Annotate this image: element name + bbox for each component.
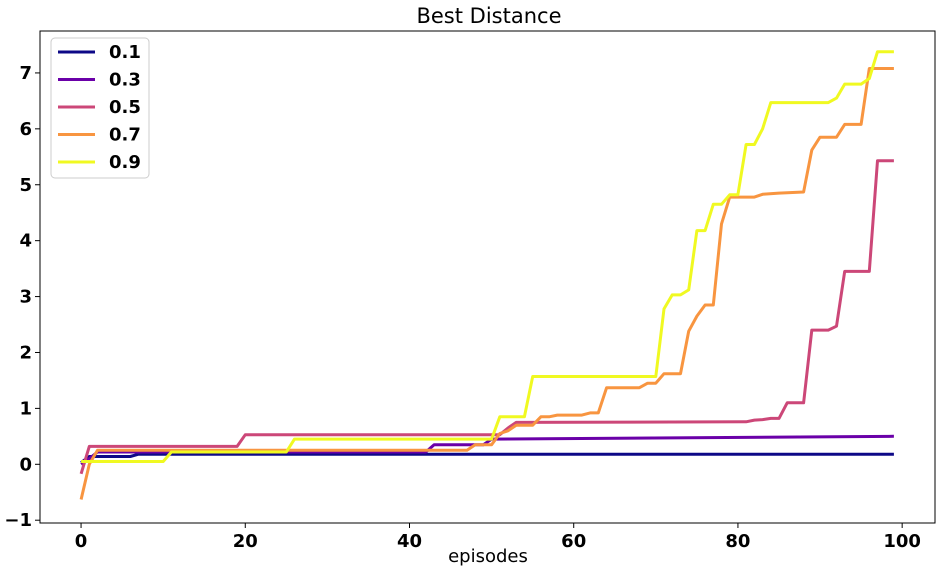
- y-tick-label-2: 1: [19, 398, 32, 419]
- x-tick-label-4: 80: [725, 531, 750, 552]
- legend-label-4: 0.9: [109, 152, 141, 173]
- y-tick-label-8: 7: [19, 63, 32, 84]
- x-tick-label-2: 40: [397, 531, 422, 552]
- y-tick-label-3: 2: [19, 342, 32, 363]
- plot-frame: [39, 30, 936, 524]
- legend-label-0: 0.1: [109, 42, 141, 63]
- y-tick-label-7: 6: [19, 119, 32, 140]
- legend-label-3: 0.7: [109, 125, 141, 146]
- y-tick-label-0: −1: [4, 510, 32, 531]
- x-tick-label-0: 0: [75, 531, 88, 552]
- legend-label-1: 0.3: [109, 70, 141, 91]
- axis-ticks: 0 20 40 60 80 100 −1 0 1 2 3 4 5 6 7: [4, 63, 921, 552]
- x-tick-label-1: 20: [233, 531, 258, 552]
- series-line-2: [79, 159, 894, 475]
- x-axis-label: episodes: [448, 546, 528, 567]
- y-tick-label-4: 3: [19, 287, 32, 308]
- series-line-0: [80, 452, 894, 464]
- x-tick-label-3: 60: [561, 531, 586, 552]
- y-tick-label-1: 0: [19, 454, 32, 475]
- series-lines: [79, 50, 894, 500]
- y-tick-label-5: 4: [19, 231, 32, 252]
- legend-label-2: 0.5: [109, 97, 141, 118]
- x-tick-label-5: 100: [883, 531, 921, 552]
- legend-box: [50, 37, 150, 179]
- series-line-3: [79, 67, 894, 500]
- legend: 0.1 0.3 0.5 0.7 0.9: [50, 37, 150, 179]
- y-tick-label-6: 5: [19, 175, 32, 196]
- chart-title: Best Distance: [416, 4, 561, 28]
- series-line-4: [81, 50, 894, 463]
